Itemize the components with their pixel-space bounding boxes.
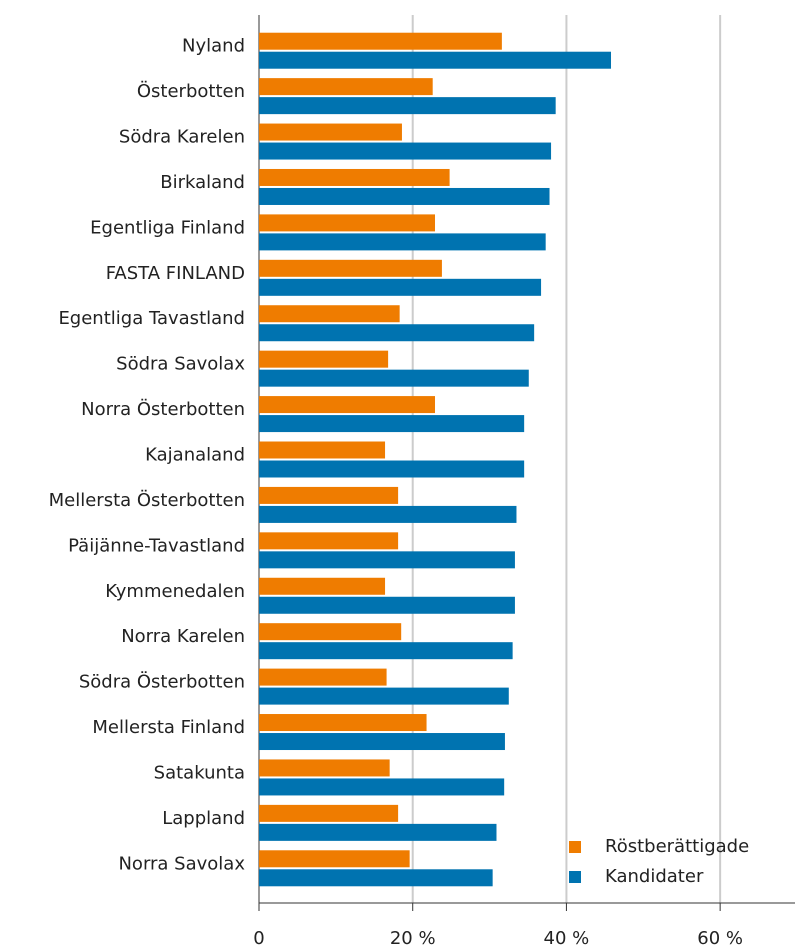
bar [259, 142, 552, 160]
bar [259, 78, 433, 96]
y-tick-label: Södra Karelen [119, 127, 245, 148]
bar [259, 714, 427, 732]
bar [259, 823, 497, 841]
bar [259, 214, 436, 232]
legend-label: Kandidater [605, 866, 704, 887]
y-tick-label: Norra Karelen [121, 626, 245, 647]
bar [259, 168, 450, 186]
bar [259, 486, 399, 504]
y-tick-label: Satakunta [154, 762, 245, 783]
y-tick-label: Mellersta Finland [92, 717, 245, 738]
y-tick-label: Lappland [162, 808, 245, 829]
bar [259, 596, 515, 614]
bar [259, 233, 546, 251]
bar [259, 324, 535, 342]
bar [259, 350, 389, 368]
y-tick-label: Österbotten [137, 80, 245, 102]
y-tick-label: Egentliga Tavastland [58, 308, 245, 329]
y-tick-label: Egentliga Finland [90, 217, 245, 238]
x-tick-label: 40 % [544, 928, 590, 947]
bar [259, 369, 529, 387]
bar [259, 187, 550, 205]
bar [259, 97, 556, 115]
bar [259, 532, 399, 550]
bar [259, 733, 505, 751]
y-tick-label: Kymmenedalen [105, 581, 245, 602]
bar [259, 577, 386, 595]
bar [259, 396, 436, 414]
bar [259, 850, 410, 868]
bar [259, 759, 390, 777]
y-tick-label: Nyland [182, 36, 245, 57]
y-tick-label: Birkaland [160, 172, 245, 193]
bar [259, 778, 505, 796]
y-tick-label: FASTA FINLAND [106, 263, 245, 284]
bar [259, 623, 402, 641]
y-tick-label: Södra Österbotten [79, 671, 245, 693]
bar [259, 668, 387, 686]
bar [259, 259, 442, 277]
x-tick-label: 20 % [390, 928, 436, 947]
bar [259, 642, 513, 660]
y-tick-label: Päijänne-Tavastland [68, 535, 245, 556]
x-tick-label: 0 [253, 928, 264, 947]
y-tick-label: Mellersta Österbotten [49, 489, 245, 511]
y-tick-label: Norra Österbotten [81, 398, 245, 420]
y-tick-label: Södra Savolax [116, 354, 245, 375]
bar [259, 460, 525, 478]
bar [259, 51, 612, 69]
legend-swatch [569, 841, 581, 853]
bar [259, 123, 402, 141]
y-tick-label: Kajanaland [145, 445, 245, 466]
bar [259, 32, 502, 50]
bar [259, 305, 400, 323]
bar [259, 804, 399, 822]
bar [259, 441, 386, 459]
bar [259, 687, 509, 705]
x-tick-label: 60 % [697, 928, 743, 947]
bar [259, 278, 542, 296]
bar [259, 869, 493, 887]
bar [259, 505, 517, 523]
y-tick-label: Norra Savolax [118, 853, 245, 874]
bar [259, 551, 515, 569]
legend-label: Röstberättigade [605, 836, 749, 857]
legend-swatch [569, 871, 581, 883]
bar [259, 415, 525, 433]
